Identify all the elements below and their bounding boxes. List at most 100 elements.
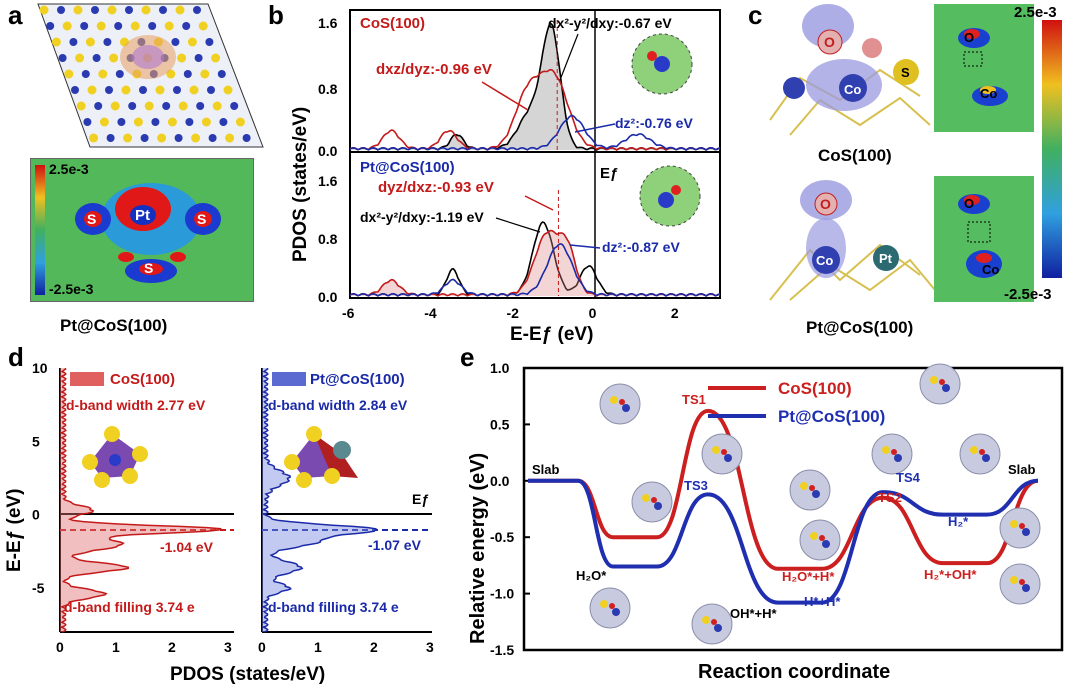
sulfur-atom: [882, 446, 890, 454]
panel-e-ts3: TS3: [684, 478, 708, 493]
panel-b-xlabel: E-Eƒ (eV): [510, 324, 593, 345]
sulfur-atom: [201, 117, 211, 127]
panel-b-top-dz2: dz²:-0.76 eV: [615, 115, 693, 131]
sulfur-atom: [76, 101, 86, 111]
sulfur-atom: [87, 85, 97, 95]
panel-c-bot-o: O: [820, 196, 831, 212]
panel-d-chart: 10 5 0 -5 0 1 2 3 0 1 2 3 E-Eƒ (eV) PDOS (states/eV…: [4, 360, 434, 685]
cobalt-atom: [208, 134, 217, 142]
oxygen-atom: [1019, 579, 1025, 585]
sulfur-atom: [930, 376, 938, 384]
sulfur-atom: [109, 53, 119, 63]
panel-b-ytick-bottom: 0.0: [318, 289, 338, 305]
sulfur-atom: [85, 37, 95, 47]
sulfur-atom: [187, 37, 197, 47]
sulfur-atom: [610, 396, 618, 404]
cobalt-atom: [57, 6, 65, 14]
cobalt-atom: [193, 6, 201, 14]
cobalt-atom: [46, 22, 55, 30]
panel-d-ef: Eƒ: [412, 491, 429, 507]
cobalt-atom: [115, 70, 124, 78]
oxygen-atom: [711, 619, 717, 625]
cobalt-atom: [183, 70, 192, 78]
panel-d-ytick: 0: [32, 507, 40, 523]
panel-d-left-width: d-band width 2.77 eV: [66, 397, 206, 413]
sulfur-atom: [89, 133, 99, 143]
cobalt-atom: [217, 70, 226, 78]
cobalt-atom: [128, 102, 137, 110]
panel-d-xtick-right: 1: [314, 639, 322, 655]
panel-e-ohh: OH*+H*: [730, 606, 778, 621]
pdos-d-cos-line: [59, 367, 222, 633]
sulfur-atom: [73, 5, 83, 15]
sulfur-atom: [110, 101, 120, 111]
panel-d-xlabel: PDOS (states/eV): [170, 664, 325, 685]
panel-e-h2o: H₂O*: [576, 568, 607, 583]
sulfur-atom: [211, 53, 221, 63]
panel-c-top-caption: CoS(100): [818, 146, 892, 165]
panel-a-label-pt: Pt: [135, 207, 150, 224]
cobalt-atom: [171, 38, 180, 46]
sulfur-atom: [212, 101, 222, 111]
sulfur-atom: [98, 69, 108, 79]
sulfur-atom: [810, 532, 818, 540]
panel-c-map-bot-o: O: [964, 196, 974, 211]
sulfur-atom: [191, 133, 201, 143]
cobalt-atom: [81, 70, 90, 78]
pdos-top-dz2-line: [349, 114, 721, 151]
oxygen-atom: [891, 449, 897, 455]
panel-d-xtick-left: 2: [168, 639, 176, 655]
panel-letter-d: d: [8, 342, 24, 372]
oxygen-atom: [809, 485, 815, 491]
sulfur-atom: [702, 616, 710, 624]
cobalt-atom: [83, 118, 92, 126]
cobalt-atom: [174, 134, 183, 142]
panel-d-left-filling: d-band filling 3.74 e: [64, 599, 195, 615]
panel-d-xtick-left: 3: [224, 639, 232, 655]
sulfur-atom: [235, 117, 245, 127]
cobalt-atom: [182, 22, 191, 30]
cobalt-atom: [151, 118, 160, 126]
panel-letter-e: e: [460, 342, 475, 372]
cobalt-atom: [622, 404, 630, 412]
cobalt-atom: [207, 86, 215, 94]
panel-b-xtick: 2: [671, 305, 679, 321]
sulfur-atom: [225, 133, 235, 143]
cobalt-atom: [942, 384, 950, 392]
cobalt-atom: [80, 22, 89, 30]
panel-e-ytick: -1.5: [490, 642, 514, 658]
oxygen-atom: [819, 535, 825, 541]
sulfur-atom: [1010, 520, 1018, 528]
cobalt-atom: [148, 22, 157, 30]
cobalt-atom: [242, 134, 251, 142]
sulfur-atom: [800, 482, 808, 490]
panel-b-ytick-bottom: 1.6: [318, 173, 338, 189]
panel-c-maps: O Co O Co: [934, 4, 1062, 302]
panel-b-ytick-top: 0.0: [318, 143, 338, 159]
sulfur-atom: [157, 133, 167, 143]
cobalt-atom: [812, 490, 820, 498]
cobalt-atom: [173, 86, 181, 94]
panel-a-map: 2.5e-3 -2.5e-3 S Pt S S: [30, 158, 254, 302]
panel-d-right-width: d-band width 2.84 eV: [268, 397, 408, 413]
panel-c-map-top-o: O: [964, 30, 974, 45]
panel-d-ytick: 5: [32, 433, 40, 449]
panel-c-map-bot-co: Co: [982, 262, 999, 277]
panel-c-structures: O Co S O Co Pt: [769, 4, 936, 301]
sulfur-atom: [141, 5, 151, 15]
sulfur-atom: [223, 85, 233, 95]
cobalt-atom: [654, 502, 662, 510]
panel-c-bot-pt: Pt: [879, 251, 893, 266]
sulfur-atom: [96, 21, 106, 31]
pdos-d-pt-line: [261, 367, 377, 633]
panel-e-ts4: TS4: [896, 470, 921, 485]
sulfur-atom: [51, 37, 61, 47]
panel-d-ytick: -5: [32, 580, 45, 596]
cobalt-atom: [724, 454, 732, 462]
cobalt-atom: [103, 38, 112, 46]
panel-e-h2: H₂*: [948, 514, 969, 529]
sulfur-atom: [600, 600, 608, 608]
panel-e-ytick: 0.5: [490, 416, 510, 432]
cobalt-atom: [1022, 528, 1030, 536]
pdos-bot-dyz-line-fill: [350, 230, 720, 296]
